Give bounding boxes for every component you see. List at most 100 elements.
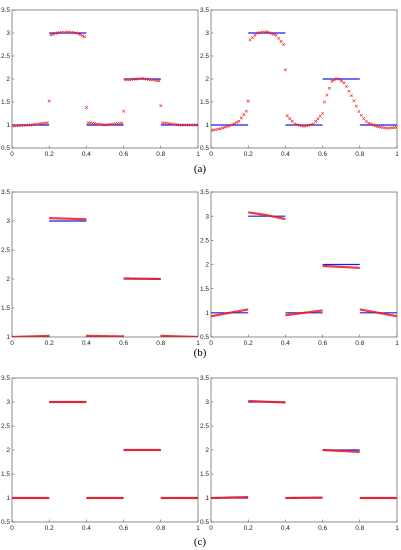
chart-panel-a-right: 0 0.2 0.4 0.6 0.8 1 0.5 1 1.5 2 2.5 3 3.5 [200,7,399,158]
y-tick-label: 3 [205,30,209,37]
numerical-solution-marker [376,125,380,129]
x-tick-label: 0.8 [156,525,165,532]
y-tick-label: 1.5 [1,99,10,106]
plot-area-b-right [210,191,398,338]
numerical-solution-line [211,308,249,318]
y-tick-label: 2.5 [1,423,10,430]
numerical-solution-marker [194,123,198,127]
x-tick-label: 0.8 [355,151,364,158]
numerical-outlier-marker [246,99,250,103]
numerical-solution-marker [80,34,84,38]
y-tick-label: 3 [205,213,209,220]
y-tick-label: 0.5 [200,145,209,152]
numerical-solution-marker [189,123,193,127]
numerical-solution-line [49,217,87,221]
x-tick-label: 0.4 [82,340,91,347]
numerical-solution-marker [262,30,266,34]
row-label-c: (c) [194,536,207,548]
numerical-solution-marker [235,120,239,124]
numerical-solution-marker [51,32,55,36]
numerical-outlier-marker [47,99,51,103]
x-tick-label: 1 [196,340,200,347]
numerical-solution-marker [325,93,329,97]
numerical-solution-marker [330,79,334,83]
chart-panel-a-left: 0 0.2 0.4 0.6 0.8 1 0.5 1 1.5 2 2.5 3 3.5 [1,7,200,158]
numerical-solution-marker [239,116,243,120]
x-tick-label: 0.2 [244,340,253,347]
numerical-solution-marker [228,124,232,128]
x-tick-label: 0.4 [281,151,290,158]
numerical-solution-marker [22,123,26,127]
numerical-solution-marker [24,123,28,127]
y-tick-label: 0.5 [200,334,209,341]
y-tick-label: 2.5 [1,53,10,60]
y-tick-label: 3 [6,30,10,37]
numerical-outlier-marker [283,68,288,72]
y-tick-label: 1 [205,310,209,317]
plot-area-a-right [210,9,398,149]
numerical-solution-marker [232,122,236,126]
numerical-solution-marker [277,36,281,40]
x-tick-label: 1 [395,151,399,158]
numerical-solution-marker [309,123,313,127]
numerical-solution-marker [76,31,80,35]
numerical-solution-line [86,334,124,337]
y-tick-label: 3 [6,399,10,406]
y-tick-label: 1 [6,122,10,129]
y-tick-label: 0.5 [200,519,209,526]
x-tick-label: 0.8 [156,340,165,347]
numerical-solution-marker [223,125,227,129]
y-tick-label: 1 [6,495,10,502]
y-tick-label: 2.5 [200,238,209,245]
y-tick-label: 1 [205,495,209,502]
chart-panel-b-left: 0 0.2 0.4 0.6 0.8 1 1 1.5 2 2.5 3 3.5 [1,189,200,347]
x-tick-label: 0.4 [82,151,91,158]
x-tick-label: 0.8 [355,340,364,347]
y-tick-label: 3.5 [200,375,209,382]
numerical-solution-marker [364,120,368,124]
numerical-solution-marker [362,116,366,120]
numerical-solution-marker [314,119,318,123]
numerical-solution-marker [302,124,306,128]
x-tick-label: 0.6 [119,340,128,347]
numerical-solution-marker [381,125,385,129]
numerical-solution-marker [196,123,198,127]
numerical-solution-marker [274,33,278,37]
x-tick-label: 0 [10,525,14,532]
x-tick-label: 0.6 [318,151,327,158]
x-tick-label: 0.6 [119,151,128,158]
numerical-solution-marker [290,119,294,123]
numerical-solution-marker [214,128,218,132]
x-tick-label: 1 [395,340,399,347]
numerical-solution-marker [83,35,87,39]
x-tick-label: 0.2 [244,525,253,532]
chart-panel-c-right: 0 0.2 0.4 0.6 0.8 1 0.5 1 1.5 2 2.5 3 3.5 [200,375,399,532]
numerical-solution-marker [318,114,322,118]
numerical-solution-marker [285,114,289,118]
x-tick-label: 1 [395,525,399,532]
y-tick-label: 1 [205,122,209,129]
numerical-solution-marker [184,123,188,127]
y-tick-label: 2 [6,447,10,454]
numerical-solution-marker [321,111,325,116]
y-tick-label: 2 [6,76,10,83]
numerical-solution-line [322,264,360,269]
numerical-solution-marker [230,123,234,127]
numerical-solution-marker [307,123,311,127]
numerical-outlier-marker [159,104,163,108]
x-tick-label: 0.4 [281,525,290,532]
numerical-solution-line [322,448,360,454]
numerical-solution-marker [352,99,356,103]
numerical-solution-marker [265,30,269,34]
numerical-solution-marker [374,124,378,128]
numerical-solution-marker [74,31,78,35]
numerical-solution-marker [332,78,336,82]
x-tick-label: 0 [209,525,213,532]
y-tick-label: 3 [6,218,10,225]
y-tick-label: 0.5 [1,145,10,152]
numerical-solution-marker [367,121,371,125]
numerical-solution-marker [269,31,273,35]
numerical-solution-marker [53,31,57,36]
numerical-solution-marker [19,123,23,127]
